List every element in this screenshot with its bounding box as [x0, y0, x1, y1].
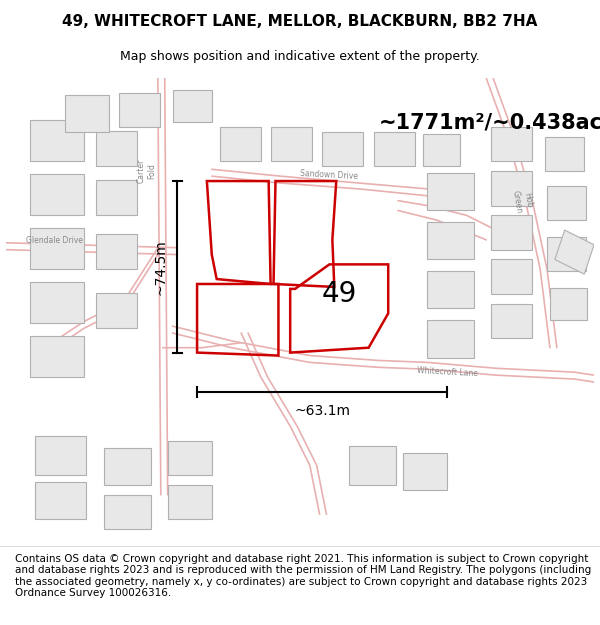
Bar	[374, 132, 415, 166]
Text: Carter
Fold: Carter Fold	[136, 159, 156, 183]
Bar	[271, 127, 312, 161]
Bar	[167, 441, 212, 475]
Bar	[491, 259, 532, 294]
Bar	[31, 336, 85, 377]
Bar	[220, 127, 261, 161]
Bar	[31, 174, 85, 216]
Text: ~1771m²/~0.438ac.: ~1771m²/~0.438ac.	[379, 112, 600, 132]
Bar	[35, 436, 86, 475]
Bar	[119, 93, 160, 127]
Bar	[547, 186, 586, 220]
Bar	[491, 304, 532, 338]
Bar	[547, 237, 586, 271]
Bar	[550, 288, 587, 320]
Text: 49, WHITECROFT LANE, MELLOR, BLACKBURN, BB2 7HA: 49, WHITECROFT LANE, MELLOR, BLACKBURN, …	[62, 14, 538, 29]
Bar	[403, 452, 447, 490]
Text: ~74.5m: ~74.5m	[154, 239, 167, 295]
Text: ~63.1m: ~63.1m	[294, 404, 350, 418]
Text: Hob
Green: Hob Green	[511, 188, 534, 214]
Bar	[427, 222, 475, 259]
Bar	[35, 482, 86, 519]
Bar	[491, 171, 532, 206]
Bar	[104, 448, 151, 485]
Bar	[96, 292, 137, 328]
Bar	[167, 485, 212, 519]
Text: Whitecroft Lane: Whitecroft Lane	[416, 366, 478, 379]
Text: Contains OS data © Crown copyright and database right 2021. This information is : Contains OS data © Crown copyright and d…	[15, 554, 591, 598]
Bar	[422, 134, 460, 166]
Bar	[173, 90, 212, 123]
Bar	[104, 495, 151, 529]
Bar	[491, 216, 532, 249]
Bar	[322, 132, 363, 166]
Bar	[427, 320, 475, 357]
Text: 49: 49	[322, 280, 357, 308]
Bar	[65, 95, 109, 132]
Bar	[545, 137, 584, 171]
Text: Sandown Drive: Sandown Drive	[300, 169, 359, 181]
Bar	[491, 127, 532, 161]
Bar	[96, 180, 137, 216]
Text: Glendale Drive: Glendale Drive	[26, 236, 83, 245]
Bar	[31, 282, 85, 323]
Bar	[31, 120, 85, 161]
Bar	[31, 228, 85, 269]
Bar	[96, 131, 137, 166]
Bar	[427, 173, 475, 211]
Bar	[427, 271, 475, 309]
Bar	[349, 446, 396, 485]
Bar	[96, 234, 137, 269]
Text: Map shows position and indicative extent of the property.: Map shows position and indicative extent…	[120, 50, 480, 62]
Polygon shape	[555, 230, 594, 274]
